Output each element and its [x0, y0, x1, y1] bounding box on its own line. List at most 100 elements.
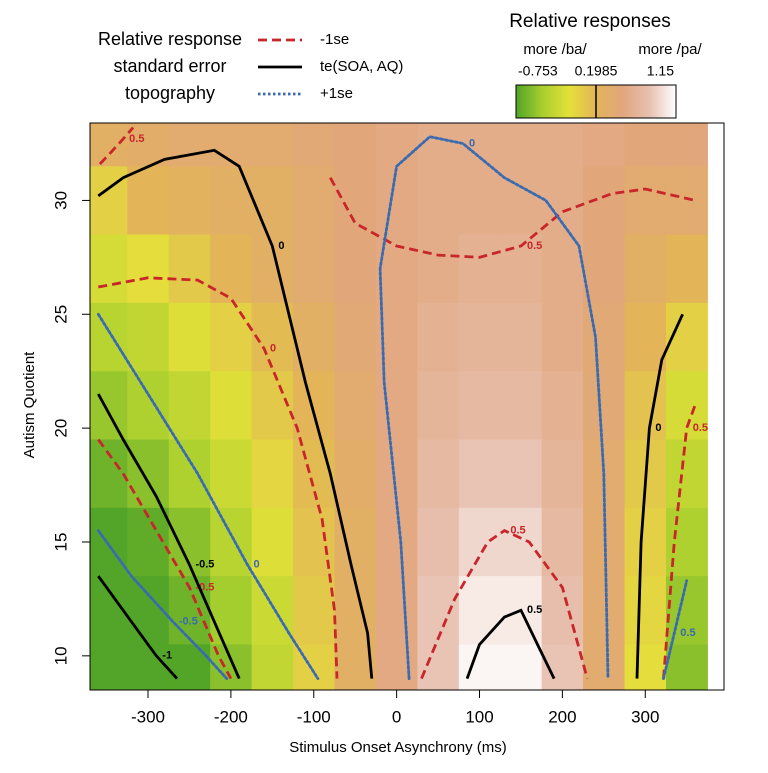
y-tick-label: 25 [51, 305, 70, 324]
y-axis-label: Autism Quotient [21, 351, 38, 459]
contour-label: 0 [469, 137, 475, 149]
heat-cell [583, 644, 626, 690]
heat-cell [375, 123, 418, 167]
heat-cell [583, 234, 626, 304]
heat-cell [210, 302, 253, 372]
heat-cell [624, 302, 667, 372]
heat-cell [334, 166, 377, 236]
contour-label: 0.5 [527, 604, 542, 616]
heat-cell [458, 371, 501, 441]
heat-cell [90, 302, 128, 372]
x-tick-label: -100 [297, 707, 331, 726]
heat-cell [541, 439, 584, 509]
x-tick-label: 300 [631, 707, 659, 726]
heat-cell [293, 166, 335, 236]
heat-cell [583, 576, 626, 645]
contour-line [98, 276, 339, 679]
heat-cell [251, 166, 294, 236]
plot-frame [89, 122, 725, 691]
heat-cell [500, 123, 543, 167]
heat-cell [210, 123, 253, 167]
heat-cell [210, 234, 253, 304]
heat-cell [665, 644, 708, 690]
heatmap [90, 123, 708, 690]
x-axis-label: Stimulus Onset Asynchrony (ms) [289, 739, 507, 756]
heat-cell [417, 123, 460, 167]
heat-cell [458, 644, 501, 690]
contour-label: 0 [655, 422, 661, 434]
heat-cell [127, 644, 170, 690]
heat-cell [417, 302, 460, 372]
heat-cell [458, 576, 501, 645]
heat-cell [127, 439, 170, 509]
legend-title: Relative response [98, 29, 242, 49]
heat-cell [500, 644, 543, 690]
y-tick-label: 20 [51, 419, 70, 438]
legend-label: +1se [320, 85, 353, 102]
heat-cell [251, 576, 294, 645]
heat-cell [90, 439, 128, 509]
heat-cell [500, 302, 543, 372]
heat-cell [458, 507, 501, 577]
heat-cell [458, 302, 501, 372]
contour-line [635, 313, 684, 679]
contour-label: 0.5 [510, 525, 525, 537]
y-tick-label: 10 [51, 646, 70, 665]
x-tick-label: -300 [131, 707, 165, 726]
heat-cell [334, 439, 377, 509]
heat-cell [624, 644, 667, 690]
heat-cell [293, 234, 335, 304]
heat-cell [458, 234, 501, 304]
x-tick-label: 0 [392, 707, 401, 726]
heat-cell [90, 507, 128, 577]
contour-label: 0 [253, 559, 259, 571]
heat-cell [583, 371, 626, 441]
heat-cell [334, 234, 377, 304]
y-tick-label: 30 [51, 191, 70, 210]
contour-label: 0 [278, 240, 284, 252]
heat-cell [458, 439, 501, 509]
heat-cell [210, 439, 253, 509]
colorbar-tick-label: -0.753 [518, 63, 558, 79]
heat-cell [665, 439, 708, 509]
heat-cell [500, 439, 543, 509]
heat-cell [541, 123, 584, 167]
colorbar-low-label: more /ba/ [523, 41, 587, 58]
x-tick-label: -200 [214, 707, 248, 726]
x-tick-label: 100 [465, 707, 493, 726]
heat-cell [127, 507, 170, 577]
heat-cell [334, 302, 377, 372]
heat-cell [251, 644, 294, 690]
heat-cell [624, 576, 667, 645]
heat-cell [458, 166, 501, 236]
heat-cell [127, 166, 170, 236]
contours: 0.50-0.50.50.50.50-0.5-10.500-0.500.5 [96, 126, 708, 680]
contour-line [97, 393, 241, 680]
contour-label: 0 [270, 342, 276, 354]
contour-line [97, 575, 179, 680]
heat-cell [251, 439, 294, 509]
heat-cell [375, 644, 418, 690]
heat-cell [417, 234, 460, 304]
contour-line [465, 608, 556, 680]
heat-cell [168, 439, 211, 509]
contour-label: -1 [162, 650, 172, 662]
heat-cell [417, 439, 460, 509]
heat-cell [127, 234, 170, 304]
heat-cell [90, 371, 128, 441]
heat-cell [168, 166, 211, 236]
heat-cell [210, 576, 253, 645]
contour-line [97, 438, 233, 680]
heat-cell [624, 507, 667, 577]
heat-cell [417, 371, 460, 441]
legend: Relative response standard error topograph… [98, 29, 403, 103]
x-tick-label: 200 [548, 707, 576, 726]
heat-cell [127, 371, 170, 441]
contour-line [662, 579, 689, 680]
contour-line [97, 148, 374, 679]
legend-label: -1se [320, 31, 349, 48]
y-tick-label: 15 [51, 533, 70, 552]
heat-cell [417, 507, 460, 577]
heat-cell [665, 123, 708, 167]
heat-cell [665, 371, 708, 441]
